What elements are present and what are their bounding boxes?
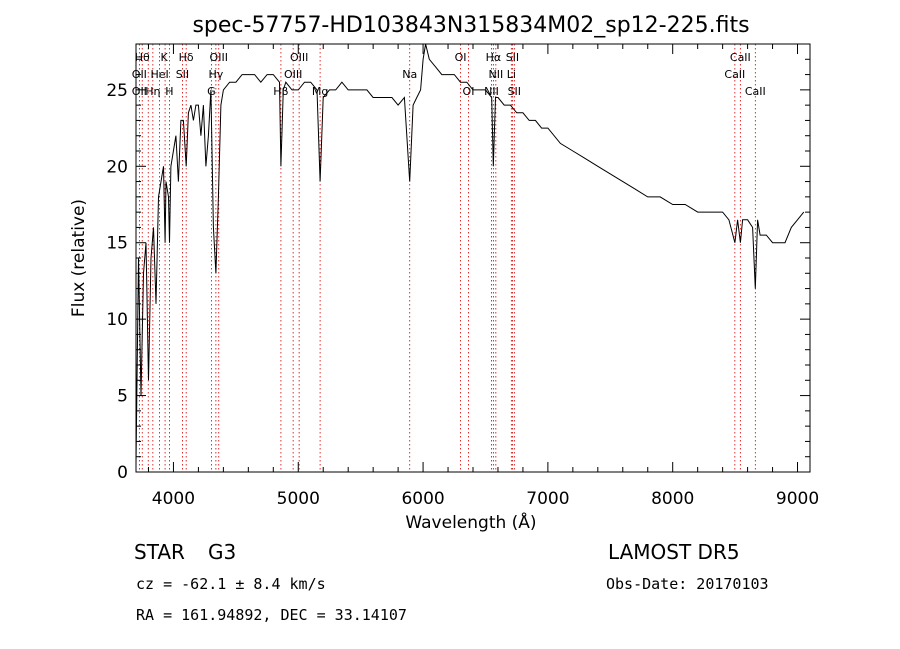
line-marker-label: SII xyxy=(508,85,521,98)
object-class: STAR xyxy=(134,540,185,564)
line-marker-label: H xyxy=(165,85,173,98)
x-tick-label: 5000 xyxy=(277,489,320,509)
line-marker-label: CaII xyxy=(730,51,751,64)
spectrum-line xyxy=(135,43,805,465)
y-tick-label: 10 xyxy=(106,310,128,330)
line-marker-label: NII xyxy=(484,85,499,98)
y-axis-label: Flux (relative) xyxy=(69,199,89,317)
line-marker-label: K xyxy=(160,51,168,64)
line-marker-label: Hθ xyxy=(135,51,150,64)
line-marker-label: Hα xyxy=(486,51,502,64)
line-marker-label: CaII xyxy=(745,85,766,98)
line-marker-label: Hβ xyxy=(273,85,288,98)
line-marker-label: SII xyxy=(176,68,189,81)
line-marker-label: HeI xyxy=(150,68,168,81)
x-tick-label: 8000 xyxy=(651,489,694,509)
line-markers xyxy=(138,44,756,472)
y-tick-label: 5 xyxy=(117,387,128,407)
chart-title: spec-57757-HD103843N315834M02_sp12-225.f… xyxy=(192,13,749,38)
observation-date: Obs-Date: 20170103 xyxy=(606,575,769,593)
line-marker-label: OI xyxy=(455,51,467,64)
line-marker-label: Hγ xyxy=(208,68,223,81)
line-marker-label: Na xyxy=(402,68,417,81)
y-tick-label: 25 xyxy=(106,81,128,101)
y-tick-label: 0 xyxy=(117,463,128,483)
y-tick-label: 15 xyxy=(106,234,128,254)
line-marker-label: Hδ xyxy=(179,51,194,64)
line-marker-label: OIII xyxy=(284,68,302,81)
y-tick-label: 20 xyxy=(106,157,128,177)
x-axis: 4000 5000 6000 7000 8000 9000 xyxy=(147,44,819,509)
y-axis: 0 5 10 15 20 25 xyxy=(106,58,810,483)
coordinates: RA = 161.94892, DEC = 33.14107 xyxy=(136,606,407,624)
x-tick-label: 4000 xyxy=(152,489,195,509)
line-marker-label: Hη xyxy=(145,85,160,98)
x-axis-label: Wavelength (Å) xyxy=(405,511,536,533)
line-marker-label: OIII xyxy=(210,51,228,64)
line-marker-label: SII xyxy=(506,51,519,64)
redshift-velocity: cz = -62.1 ± 8.4 km/s xyxy=(136,575,326,593)
line-marker-label: NII xyxy=(488,68,503,81)
object-subclass: G3 xyxy=(208,540,236,564)
line-marker-label: CaII xyxy=(724,68,745,81)
survey-name: LAMOST DR5 xyxy=(608,540,740,564)
x-tick-label: 7000 xyxy=(526,489,569,509)
plot-frame xyxy=(135,43,811,473)
x-tick-label: 9000 xyxy=(776,489,819,509)
x-tick-label: 6000 xyxy=(401,489,444,509)
line-marker-label: Li xyxy=(507,68,516,81)
line-marker-label: OIII xyxy=(290,51,308,64)
line-marker-label: OI xyxy=(463,85,475,98)
